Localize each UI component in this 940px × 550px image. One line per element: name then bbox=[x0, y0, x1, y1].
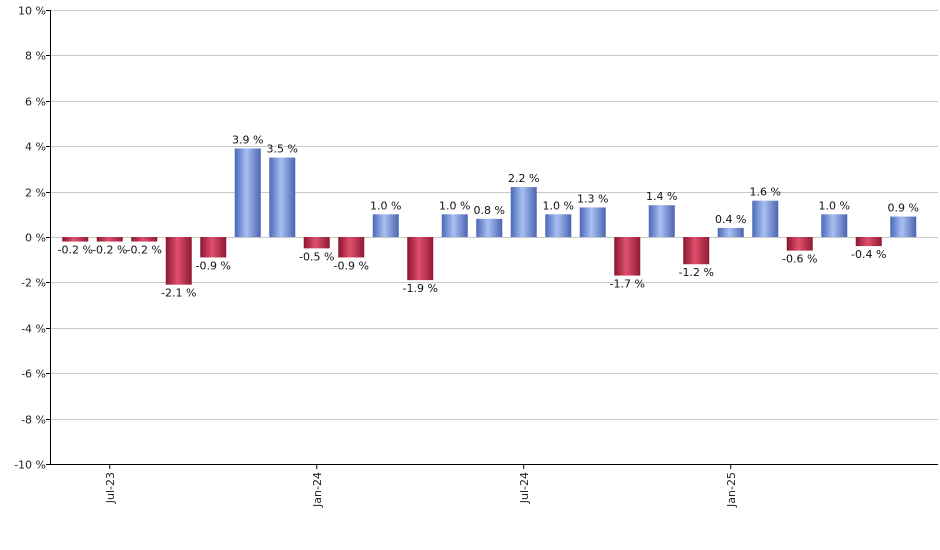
y-tick-label: 2 % bbox=[25, 187, 46, 200]
bar bbox=[441, 214, 468, 237]
y-tick-label: 6 % bbox=[25, 96, 46, 109]
bar bbox=[614, 237, 641, 276]
y-tick-label: -2 % bbox=[21, 277, 46, 290]
data-label: 1.3 % bbox=[577, 192, 608, 205]
data-label: 1.0 % bbox=[543, 199, 574, 212]
data-label: -0.5 % bbox=[299, 250, 334, 263]
bar bbox=[269, 157, 296, 237]
y-tick-label: -10 % bbox=[14, 459, 46, 472]
y-tick-label: 10 % bbox=[18, 5, 46, 18]
x-tick-label: Jul-23 bbox=[104, 472, 117, 504]
x-tick-label: Jan-25 bbox=[725, 472, 738, 508]
bar bbox=[338, 237, 365, 258]
data-label: -0.9 % bbox=[334, 259, 369, 272]
data-label: -0.2 % bbox=[58, 244, 93, 257]
bar bbox=[372, 214, 399, 237]
bar bbox=[476, 218, 503, 237]
data-label: -1.9 % bbox=[403, 282, 438, 295]
data-label: -0.9 % bbox=[196, 259, 231, 272]
data-label: 3.5 % bbox=[267, 143, 298, 156]
bar bbox=[855, 237, 882, 247]
y-tick-label: -4 % bbox=[21, 323, 46, 336]
bar bbox=[545, 214, 572, 237]
bar bbox=[786, 237, 813, 251]
data-label: -0.4 % bbox=[851, 248, 886, 261]
data-label: 1.4 % bbox=[646, 190, 677, 203]
bar bbox=[683, 237, 710, 265]
data-label: 3.9 % bbox=[232, 133, 263, 146]
x-tick-label: Jan-24 bbox=[311, 472, 324, 508]
bar bbox=[510, 187, 537, 237]
data-label: 0.9 % bbox=[888, 202, 919, 215]
bars: -0.2 % -0.2 % -0.2 %-2.1 %-0.9 %3.9 %3.5 %… bbox=[58, 133, 919, 299]
data-label: -0.2 % bbox=[92, 244, 127, 257]
data-label: -1.7 % bbox=[610, 278, 645, 291]
bar bbox=[821, 214, 848, 237]
x-tick-label: Jul-24 bbox=[518, 472, 531, 504]
data-label: -0.2 % bbox=[127, 244, 162, 257]
data-label: 0.4 % bbox=[715, 213, 746, 226]
bar bbox=[407, 237, 434, 281]
data-label: 1.0 % bbox=[819, 199, 850, 212]
data-label: 0.8 % bbox=[474, 204, 505, 217]
data-label: 1.0 % bbox=[439, 199, 470, 212]
data-label: 2.2 % bbox=[508, 172, 539, 185]
y-tick-label: 0 % bbox=[25, 232, 46, 245]
bar bbox=[131, 237, 158, 242]
bar bbox=[234, 148, 261, 237]
data-label: 1.0 % bbox=[370, 199, 401, 212]
bar bbox=[890, 216, 917, 237]
bar bbox=[579, 207, 606, 237]
y-tick-label: 4 % bbox=[25, 141, 46, 154]
bar bbox=[717, 227, 744, 237]
bar bbox=[752, 200, 779, 237]
y-tick-label: -8 % bbox=[21, 414, 46, 427]
data-label: -0.6 % bbox=[782, 253, 817, 266]
bar bbox=[648, 205, 675, 237]
bar bbox=[303, 237, 330, 249]
y-tick-label: -6 % bbox=[21, 368, 46, 381]
axes: 10 % 8 % 6 % 4 % 2 % 0 % -2 % -4 % -6 % -8 % -10 %… bbox=[14, 5, 938, 508]
data-label: -1.2 % bbox=[679, 266, 714, 279]
bar bbox=[96, 237, 123, 242]
bar bbox=[62, 237, 89, 242]
data-label: -2.1 % bbox=[161, 287, 196, 300]
y-tick-label: 8 % bbox=[25, 50, 46, 63]
data-label: 1.6 % bbox=[750, 186, 781, 199]
bar bbox=[200, 237, 227, 258]
bar bbox=[165, 237, 192, 285]
